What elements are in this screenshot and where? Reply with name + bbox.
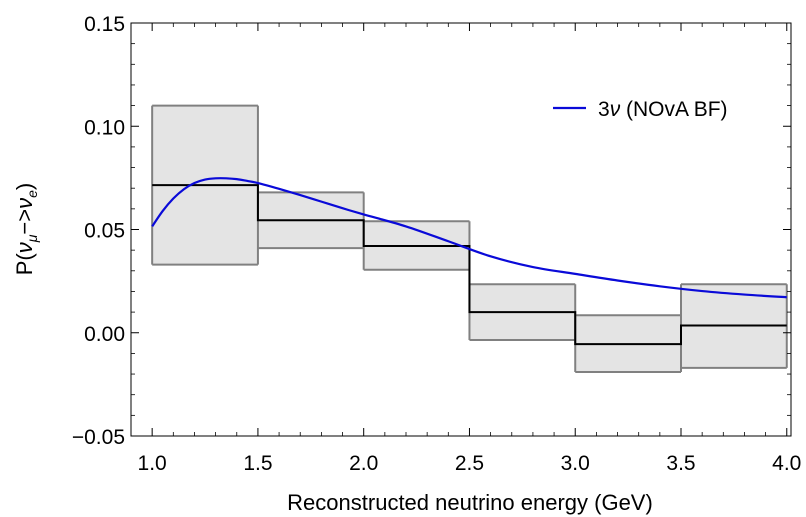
x-axis-title: Reconstructed neutrino energy (GeV) [287, 490, 653, 515]
x-tick-label-1: 1.5 [243, 452, 272, 475]
x-tick-label-2: 2.0 [349, 452, 378, 475]
x-tick-label-4: 3.0 [561, 452, 590, 475]
y-tick-label-2: 0.05 [84, 220, 125, 243]
y-tick-label-4: 0.15 [84, 13, 125, 36]
x-tick-label-0: 1.0 [138, 452, 167, 475]
x-tick-label-3: 2.5 [455, 452, 484, 475]
central-values [152, 184, 787, 346]
y-tick-label-0: −0.05 [72, 426, 125, 449]
x-tick-label-6: 4.0 [772, 452, 801, 475]
curve-layer [151, 177, 787, 299]
x-axis-ticks: 1.0 1.5 2.0 2.5 3.0 3.5 4.0 [138, 23, 801, 475]
central-step-line [152, 184, 787, 346]
uncertainty-bands [151, 104, 788, 373]
series-curve-3nu [151, 177, 787, 299]
y-tick-label-3: 0.10 [84, 116, 125, 139]
y-axis-title: P(νμ−>νe) [12, 183, 40, 276]
y-axis-ticks: −0.05 0.00 0.05 0.10 0.15 [72, 13, 791, 449]
y-tick-label-1: 0.00 [84, 323, 125, 346]
legend: 3ν (NOvA BF) [553, 98, 728, 121]
legend-label: 3ν (NOvA BF) [598, 98, 728, 121]
x-tick-label-5: 3.5 [666, 452, 695, 475]
